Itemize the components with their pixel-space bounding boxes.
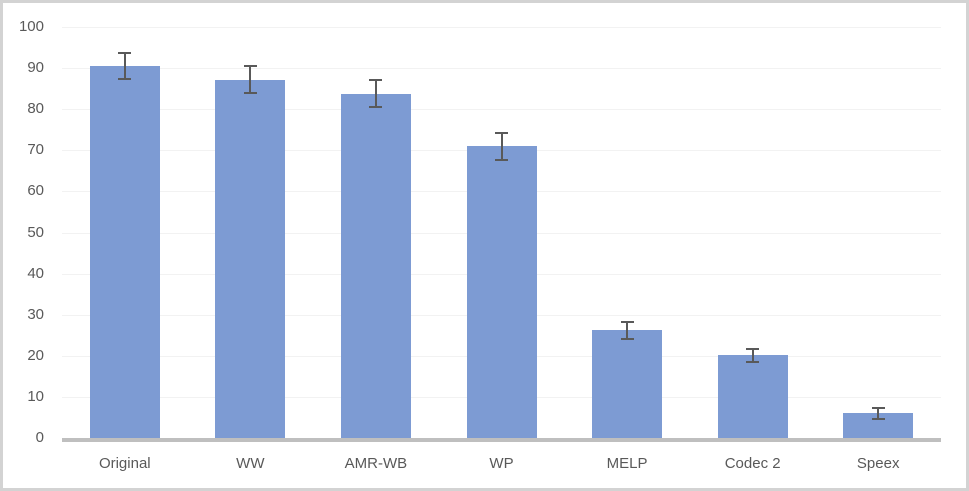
x-label-wp: WP <box>489 455 514 472</box>
bar-melp <box>592 330 663 438</box>
y-tick-label-100: 100 <box>18 18 44 35</box>
error-bar-original-line <box>123 51 126 81</box>
error-bar-wp-cap-top <box>495 131 508 134</box>
x-label-speex: Speex <box>856 455 900 472</box>
bar-chart-plot-area: 0 10 20 30 40 50 60 70 80 90 100 Original WW AMR-WB WP… <box>3 3 966 488</box>
y-tick-label-90: 90 <box>27 59 44 77</box>
gridline-100 <box>62 27 941 28</box>
error-bar-amr-wb-line <box>374 78 377 109</box>
error-bar-codec-2-line <box>751 347 754 363</box>
y-tick-label-70: 70 <box>27 141 44 159</box>
error-bar-amr-wb-cap-bottom <box>369 106 383 109</box>
error-bar-amr-wb-cap-top <box>369 78 383 81</box>
error-bar-original-cap-bottom <box>118 78 132 81</box>
bar-original <box>89 66 160 438</box>
y-tick-label-30: 30 <box>27 305 44 323</box>
error-bar-melp-cap-top <box>620 320 634 323</box>
y-tick-label-20: 20 <box>27 346 44 364</box>
x-axis-line <box>62 438 941 442</box>
error-bar-ww-cap-top <box>243 65 257 68</box>
gridline-80 <box>62 109 941 111</box>
error-bar-speex-cap-top <box>871 406 885 409</box>
error-bar-ww-line <box>249 65 252 94</box>
x-label-codec-2: Codec 2 <box>724 455 781 472</box>
x-label-melp: MELP <box>606 455 648 472</box>
x-label-ww: WW <box>236 455 265 472</box>
gridline-90 <box>62 68 941 70</box>
y-tick-label-50: 50 <box>27 223 44 241</box>
error-bar-ww-cap-bottom <box>243 91 257 94</box>
y-tick-label-60: 60 <box>27 182 44 200</box>
y-tick-label-10: 10 <box>27 387 44 405</box>
error-bar-wp-cap-bottom <box>495 158 508 161</box>
error-bar-speex-line <box>877 406 880 420</box>
x-label-amr-wb: AMR-WB <box>344 455 408 472</box>
error-bar-codec-2-cap-bottom <box>746 360 760 363</box>
bar-amr-wb <box>340 93 411 438</box>
bar-codec-2 <box>717 355 788 438</box>
error-bar-wp-line <box>500 131 503 161</box>
bar-wp <box>466 146 537 438</box>
y-tick-label-0: 0 <box>35 429 44 446</box>
error-bar-melp-cap-bottom <box>620 337 634 340</box>
bar-ww <box>215 79 286 438</box>
error-bar-melp-line <box>626 320 629 340</box>
y-tick-label-80: 80 <box>27 100 44 118</box>
error-bar-original-cap-top <box>118 51 132 54</box>
x-label-original: Original <box>98 455 151 472</box>
error-bar-codec-2-cap-top <box>746 347 760 350</box>
error-bar-speex-cap-bottom <box>871 417 885 420</box>
y-tick-label-40: 40 <box>27 264 44 282</box>
